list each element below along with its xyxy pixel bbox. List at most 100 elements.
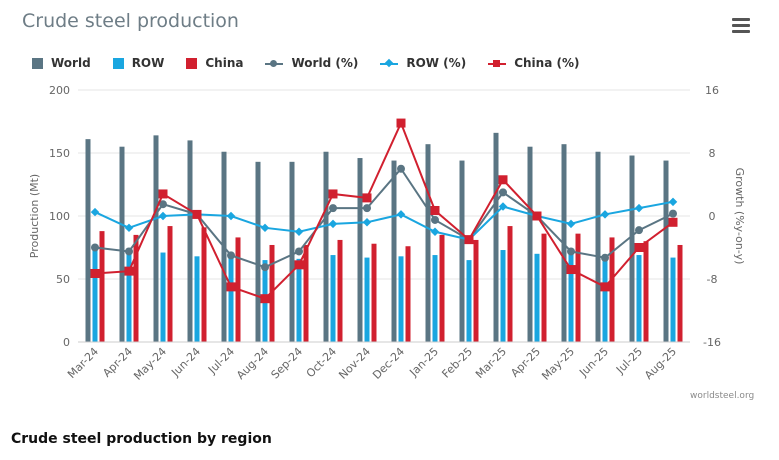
world-pct-point[interactable] — [431, 215, 439, 224]
row-bar[interactable] — [670, 257, 676, 342]
row-pct-point[interactable] — [90, 207, 100, 217]
world-bar[interactable] — [119, 146, 125, 342]
china-bar[interactable] — [269, 244, 275, 342]
world-bar[interactable] — [289, 161, 295, 342]
world-pct-point[interactable] — [669, 209, 677, 218]
china-pct-point[interactable] — [498, 175, 508, 185]
world-bar[interactable] — [255, 161, 261, 342]
china-pct-point[interactable] — [668, 217, 678, 227]
row-bar[interactable] — [500, 250, 506, 342]
legend-item-row-pct[interactable]: ROW (%) — [380, 56, 466, 70]
legend-item-world-pct[interactable]: World (%) — [265, 56, 358, 70]
world-bar[interactable] — [663, 160, 669, 342]
row-pct-point[interactable] — [634, 203, 644, 213]
row-bar[interactable] — [92, 247, 98, 343]
row-pct-point[interactable] — [226, 211, 236, 221]
world-bar[interactable] — [493, 132, 499, 342]
row-bar[interactable] — [602, 256, 608, 342]
row-pct-point[interactable] — [498, 202, 508, 211]
row-pct-point[interactable] — [158, 211, 168, 221]
row-pct-point[interactable] — [600, 210, 610, 219]
world-pct-point[interactable] — [159, 200, 167, 209]
world-bar[interactable] — [391, 160, 397, 342]
china-pct-point[interactable] — [226, 282, 236, 292]
world-pct-point[interactable] — [91, 243, 99, 252]
world-bar[interactable] — [187, 140, 193, 342]
china-bar[interactable] — [541, 233, 547, 342]
china-pct-point[interactable] — [328, 189, 338, 199]
china-bar[interactable] — [337, 239, 343, 342]
row-pct-point[interactable] — [328, 219, 338, 229]
china-bar[interactable] — [303, 244, 309, 342]
row-pct-point[interactable] — [124, 223, 134, 233]
world-pct-point[interactable] — [567, 247, 575, 256]
row-bar[interactable] — [568, 251, 574, 342]
china-pct-point[interactable] — [532, 211, 542, 221]
row-bar[interactable] — [466, 260, 472, 342]
world-pct-point[interactable] — [329, 204, 337, 213]
world-pct-point[interactable] — [295, 247, 303, 256]
world-bar[interactable] — [323, 151, 329, 342]
row-bar[interactable] — [330, 255, 336, 342]
row-pct-point[interactable] — [396, 210, 406, 219]
row-bar[interactable] — [364, 257, 370, 342]
row-bar[interactable] — [194, 256, 200, 342]
china-bar[interactable] — [507, 226, 513, 342]
china-pct-point[interactable] — [294, 260, 304, 270]
china-pct-point[interactable] — [260, 294, 270, 304]
row-bar[interactable] — [398, 256, 404, 342]
row-pct-point[interactable] — [566, 219, 576, 229]
world-pct-point[interactable] — [227, 251, 235, 260]
world-bar[interactable] — [85, 139, 91, 342]
row-bar[interactable] — [534, 253, 540, 342]
china-pct-point[interactable] — [396, 118, 406, 128]
row-bar[interactable] — [160, 252, 166, 342]
china-pct-point[interactable] — [634, 243, 644, 252]
china-pct-point[interactable] — [566, 265, 576, 275]
world-bar[interactable] — [357, 158, 363, 342]
china-bar[interactable] — [575, 233, 581, 342]
china-bar[interactable] — [371, 243, 377, 342]
china-bar[interactable] — [201, 227, 207, 342]
world-pct-point[interactable] — [261, 263, 269, 272]
row-pct-point[interactable] — [362, 218, 372, 227]
china-bar[interactable] — [609, 237, 615, 342]
world-bar[interactable] — [425, 144, 431, 342]
china-bar[interactable] — [643, 241, 649, 342]
credit-text[interactable]: worldsteel.org — [690, 391, 755, 401]
china-pct-point[interactable] — [90, 268, 100, 278]
china-bar[interactable] — [99, 231, 105, 342]
china-pct-point[interactable] — [158, 189, 168, 199]
china-bar[interactable] — [405, 246, 411, 342]
legend-item-china-pct[interactable]: China (%) — [488, 56, 579, 70]
world-pct-point[interactable] — [363, 204, 371, 213]
hamburger-menu-icon[interactable] — [732, 18, 750, 34]
china-pct-point[interactable] — [124, 266, 134, 276]
legend-item-world[interactable]: World — [32, 56, 91, 70]
world-pct-point[interactable] — [125, 247, 133, 256]
row-pct-point[interactable] — [430, 227, 440, 236]
world-pct-point[interactable] — [635, 226, 643, 235]
china-bar[interactable] — [133, 234, 139, 342]
world-pct-point[interactable] — [601, 253, 609, 262]
row-bar[interactable] — [296, 258, 302, 342]
china-bar[interactable] — [677, 244, 683, 342]
china-pct-point[interactable] — [600, 282, 610, 292]
legend-item-row[interactable]: ROW — [112, 56, 164, 70]
china-pct-point[interactable] — [362, 193, 372, 203]
world-bar[interactable] — [153, 135, 159, 342]
china-pct-point[interactable] — [192, 209, 202, 219]
china-bar[interactable] — [473, 239, 479, 342]
world-bar[interactable] — [595, 151, 601, 342]
world-pct-point[interactable] — [397, 164, 405, 173]
world-bar[interactable] — [629, 155, 635, 342]
row-pct-point[interactable] — [668, 197, 678, 207]
world-pct-point[interactable] — [499, 188, 507, 197]
row-bar[interactable] — [636, 255, 642, 342]
row-pct-point[interactable] — [294, 227, 304, 236]
china-pct-point[interactable] — [430, 205, 440, 215]
world-bar[interactable] — [459, 160, 465, 342]
row-pct-point[interactable] — [260, 223, 270, 233]
legend-item-china[interactable]: China — [186, 56, 243, 70]
row-bar[interactable] — [432, 255, 438, 342]
